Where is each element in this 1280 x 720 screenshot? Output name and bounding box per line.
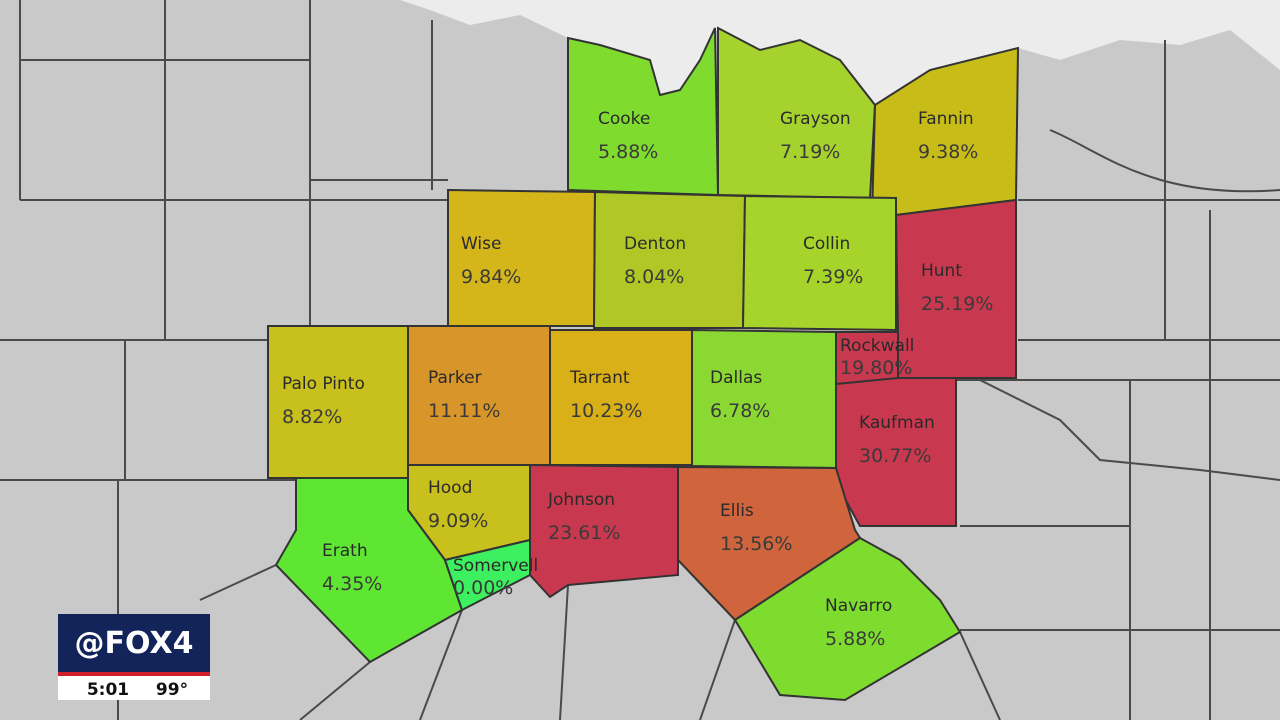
county-name: Ellis (720, 501, 754, 521)
county-name: Erath (322, 541, 368, 561)
counties (267, 26, 1020, 702)
county-rate: 8.82% (282, 406, 342, 428)
county-name: Tarrant (569, 368, 630, 388)
temperature: 99° (156, 680, 188, 700)
county-rate: 13.56% (720, 533, 792, 555)
county-name: Fannin (918, 109, 974, 129)
county-rate: 5.88% (825, 628, 885, 650)
logo-box (58, 614, 210, 672)
county (447, 188, 597, 327)
county-rate: 23.61% (548, 522, 620, 544)
logo-stripe (58, 672, 210, 676)
county-name: Denton (624, 234, 686, 254)
county-rate: 11.11% (428, 400, 500, 422)
time: 5:01 (87, 680, 129, 700)
county (691, 328, 837, 470)
county-rate: 7.39% (803, 266, 863, 288)
county-rate: 7.19% (780, 141, 840, 163)
county-rate: 30.77% (859, 445, 931, 467)
county-rate: 6.78% (710, 400, 770, 422)
county-name: Johnson (547, 490, 615, 510)
county (733, 536, 962, 702)
county-name: Somervell (453, 556, 538, 576)
county-name: Hunt (921, 261, 962, 281)
county-name: Cooke (598, 109, 650, 129)
county-name: Rockwall (840, 336, 914, 356)
county (592, 190, 747, 329)
county-name: Grayson (780, 109, 851, 129)
county-rate: 8.04% (624, 266, 684, 288)
county (407, 325, 551, 466)
county-name: Dallas (710, 368, 762, 388)
county-rate: 10.23% (570, 400, 642, 422)
county-rate: 25.19% (921, 293, 993, 315)
out-of-state (400, 0, 1280, 105)
county-rate: 9.38% (918, 141, 978, 163)
county-name: Hood (428, 478, 472, 498)
station-bug: @FOX4 5:01 99° (58, 614, 210, 700)
county-rate: 19.80% (840, 357, 912, 379)
county-rate: 0.00% (453, 577, 513, 599)
county-rate: 9.09% (428, 510, 488, 532)
county-name: Wise (461, 234, 501, 254)
county-name: Collin (803, 234, 850, 254)
county-name: Navarro (825, 596, 892, 616)
county (741, 194, 897, 332)
county-name: Kaufman (859, 413, 935, 433)
county-name: Parker (428, 368, 482, 388)
labels: Cooke 5.88% Grayson 7.19% Fannin 9.38% Wise 9.8… (282, 109, 993, 650)
county (267, 325, 409, 479)
county-rate: 5.88% (598, 141, 658, 163)
county-rate: 4.35% (322, 573, 382, 595)
county (443, 538, 531, 612)
logo: @FOX4 (75, 626, 194, 661)
county-rate: 9.84% (461, 266, 521, 288)
info-box (58, 676, 210, 700)
county-name: Palo Pinto (282, 374, 365, 394)
county (549, 329, 693, 466)
